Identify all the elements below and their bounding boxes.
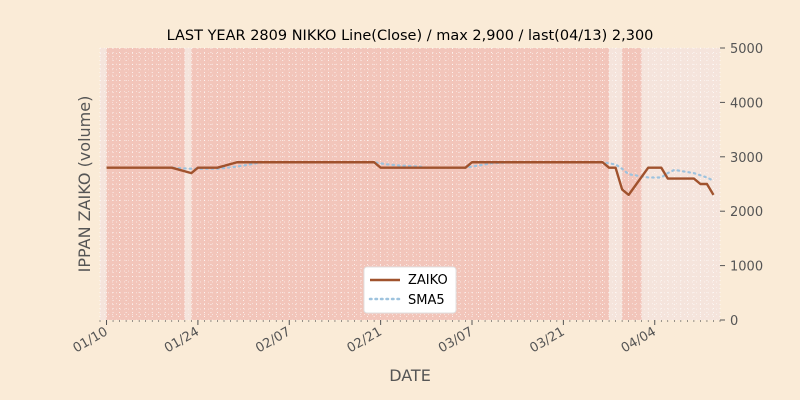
series-line-sma5 — [144, 161, 715, 182]
y-axis-label: IPPAN ZAIKO (volume) — [75, 96, 94, 273]
y-tick-label: 5000 — [730, 42, 763, 57]
chart-title: LAST YEAR 2809 NIKKO Line(Close) / max 2… — [167, 28, 654, 44]
legend: ZAIKO SMA5 — [363, 266, 457, 314]
x-axis: 01/10 01/24 02/07 02/21 03/07 03/21 04/04 — [71, 320, 721, 356]
legend-label-zaiko: ZAIKO — [408, 273, 448, 288]
series-layer — [106, 161, 715, 197]
x-tick-label: 01/10 — [71, 324, 111, 356]
x-axis-label: DATE — [389, 366, 431, 385]
x-tick-label: 01/24 — [162, 324, 202, 356]
x-tick-label: 03/21 — [527, 324, 567, 356]
x-tick-label: 02/07 — [253, 324, 293, 356]
x-tick-label: 03/07 — [436, 324, 476, 356]
y-tick-label: 4000 — [730, 96, 763, 111]
x-tick-label: 04/04 — [619, 324, 659, 356]
y-tick-label: 1000 — [730, 260, 763, 275]
shaded-region-0 — [100, 48, 107, 320]
y-tick-label: 2000 — [730, 205, 763, 220]
y-axis: 0 1000 2000 3000 4000 5000 — [720, 42, 763, 329]
series-line-zaiko — [106, 161, 715, 197]
x-tick-label: 02/21 — [345, 324, 385, 356]
shaded-region-5 — [622, 48, 642, 320]
y-tick-label: 0 — [730, 314, 738, 329]
legend-label-sma5: SMA5 — [408, 293, 445, 308]
y-tick-label: 3000 — [730, 151, 763, 166]
legend-box — [363, 266, 457, 314]
